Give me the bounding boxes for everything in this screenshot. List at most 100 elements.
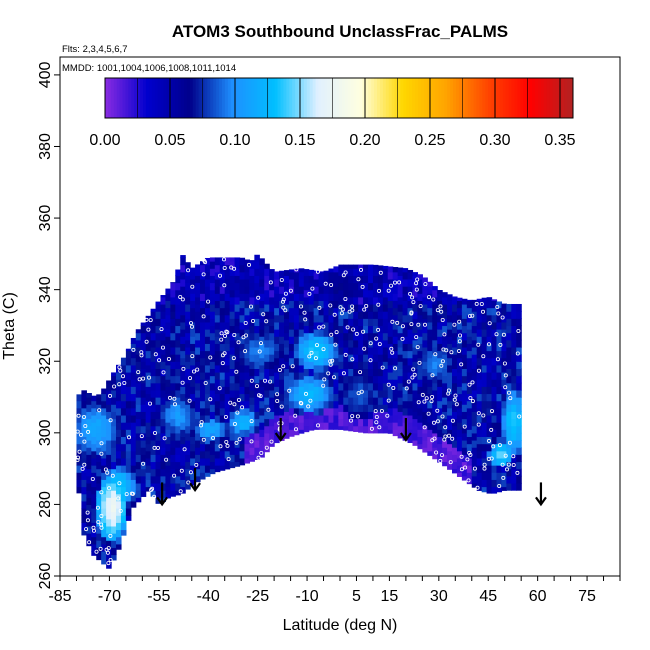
heatmap-cell <box>368 303 374 312</box>
heatmap-cell <box>200 293 206 301</box>
heatmap-cell <box>209 354 216 362</box>
observation-point <box>303 391 308 396</box>
heatmap-cell <box>511 325 517 334</box>
heatmap-cell <box>363 296 369 305</box>
heatmap-cell <box>259 286 265 294</box>
heatmap-cell <box>481 422 488 430</box>
heatmap-cell <box>516 454 522 463</box>
colorbar-segment <box>189 78 194 118</box>
heatmap-cell <box>180 450 186 459</box>
heatmap-cell <box>254 411 260 420</box>
heatmap-cell <box>224 450 231 459</box>
heatmap-cell <box>343 339 349 348</box>
colorbar-segment <box>385 78 390 118</box>
heatmap-cell <box>125 386 132 395</box>
heatmap-cell <box>264 268 270 276</box>
heatmap-cell <box>471 439 478 448</box>
heatmap-cell <box>481 450 488 459</box>
observation-point <box>415 345 420 350</box>
heatmap-cell <box>461 375 468 384</box>
heatmap-cell <box>106 447 112 455</box>
heatmap-cell <box>447 429 453 438</box>
heatmap-cell <box>313 300 320 309</box>
heatmap-cell <box>377 289 384 298</box>
observation-point <box>348 418 353 423</box>
observation-point <box>435 419 440 424</box>
heatmap-cell <box>175 282 181 291</box>
heatmap-cell <box>209 375 216 384</box>
heatmap-cell <box>397 296 404 305</box>
heatmap-cell <box>358 264 364 269</box>
heatmap-cell <box>516 447 522 455</box>
heatmap-cell <box>254 397 260 405</box>
colorbar-segment <box>262 78 267 118</box>
heatmap-cell <box>343 275 349 284</box>
heatmap-cell <box>160 332 167 341</box>
heatmap-cell <box>377 318 384 327</box>
heatmap-cell <box>417 400 423 409</box>
heatmap-cell <box>461 361 468 369</box>
observation-point <box>155 445 160 450</box>
heatmap-cell <box>447 329 453 337</box>
heatmap-cell <box>412 282 419 291</box>
heatmap-cell <box>229 361 236 369</box>
heatmap-cell <box>224 379 231 387</box>
heatmap-cell <box>348 325 354 334</box>
colorbar-segment <box>254 78 258 118</box>
observation-point <box>343 270 348 275</box>
observation-point <box>391 385 396 390</box>
heatmap-cell <box>86 490 92 498</box>
heatmap-cell <box>397 397 404 405</box>
heatmap-cell <box>190 307 196 316</box>
heatmap-cell <box>481 443 488 452</box>
heatmap-cell <box>165 479 171 488</box>
heatmap-cell <box>204 307 211 316</box>
heatmap-cell <box>209 404 216 412</box>
colorbar-segment <box>485 78 489 118</box>
heatmap-cell <box>343 404 349 412</box>
observation-point <box>181 366 186 371</box>
heatmap-cell <box>175 368 181 377</box>
heatmap-cell <box>160 354 167 362</box>
observation-point <box>339 311 344 316</box>
heatmap-cell <box>135 332 142 341</box>
observation-point <box>283 308 288 313</box>
heatmap-cell <box>165 307 171 316</box>
observation-point <box>392 280 397 285</box>
heatmap-cell <box>254 318 260 327</box>
heatmap-cell <box>486 450 493 459</box>
heatmap-cell <box>491 450 498 459</box>
heatmap-cell <box>382 332 389 341</box>
heatmap-cell <box>506 375 512 384</box>
heatmap-cell <box>308 418 315 427</box>
observation-point <box>374 420 379 425</box>
heatmap-cell <box>506 354 512 362</box>
heatmap-cell <box>239 257 246 266</box>
heatmap-cell <box>185 461 191 470</box>
heatmap-cell <box>432 411 438 420</box>
heatmap-cell <box>338 303 344 312</box>
heatmap-cell <box>150 339 157 348</box>
heatmap-cell <box>125 379 132 387</box>
heatmap-cell <box>160 468 167 477</box>
heatmap-cell <box>481 321 488 330</box>
heatmap-cell <box>452 325 458 334</box>
colorbar: 0.00 0.05 0.10 0.15 0.20 0.25 0.30 0.35 <box>89 77 576 149</box>
colorbar-segment <box>403 78 407 118</box>
heatmap-cell <box>407 357 414 366</box>
heatmap-cell <box>358 339 364 348</box>
heatmap-cell <box>417 307 423 316</box>
heatmap-cell <box>402 357 409 366</box>
heatmap-cell <box>190 457 196 466</box>
colorbar-segment <box>336 78 340 118</box>
heatmap-cell <box>101 543 107 552</box>
heatmap-cell <box>333 271 339 280</box>
heatmap-cell <box>288 350 295 359</box>
heatmap-cell <box>175 454 181 463</box>
heatmap-cell <box>204 429 211 438</box>
heatmap-cell <box>442 339 448 348</box>
heatmap-cell <box>200 450 206 459</box>
observation-point <box>179 468 184 473</box>
colorbar-segment <box>195 78 200 118</box>
heatmap-cell <box>427 450 433 456</box>
